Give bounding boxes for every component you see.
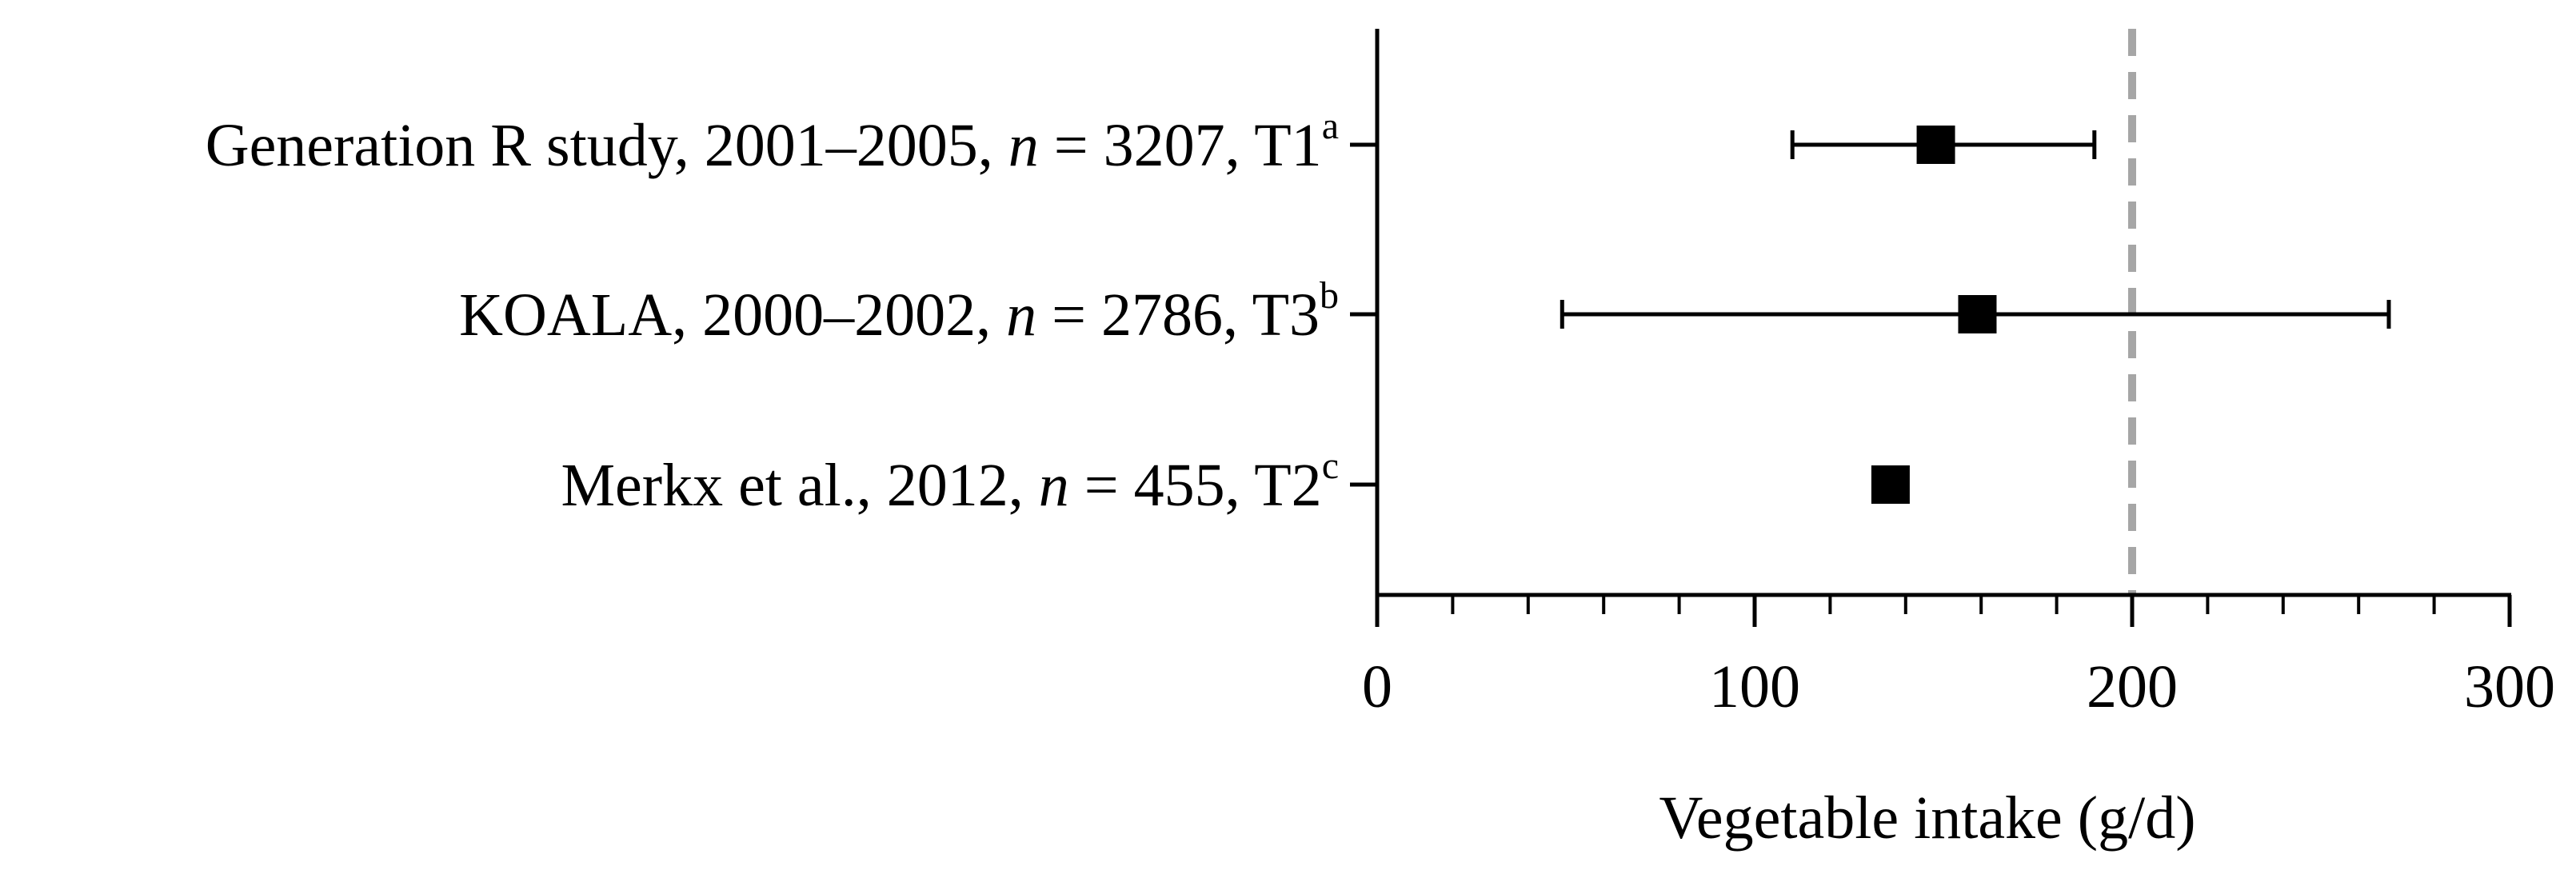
study-label-suffix: = 2786, T3 bbox=[1036, 281, 1320, 349]
study-label: Generation R study, 2001–2005, n = 3207,… bbox=[206, 105, 1339, 179]
x-tick-label: 0 bbox=[1362, 653, 1392, 720]
study-row: KOALA, 2000–2002, n = 2786, T3b bbox=[459, 274, 2391, 349]
study-label-prefix: KOALA, 2000–2002, bbox=[459, 281, 1006, 349]
x-tick-label: 200 bbox=[2087, 653, 2178, 720]
point-estimate-marker bbox=[1958, 295, 1997, 333]
study-row: Merkx et al., 2012, n = 455, T2c bbox=[561, 445, 1910, 519]
point-estimate-marker bbox=[1916, 126, 1955, 164]
study-label-prefix: Merkx et al., 2012, bbox=[561, 452, 1038, 519]
study-label-n: n bbox=[1039, 452, 1069, 519]
study-label-superscript: c bbox=[1322, 445, 1339, 487]
study-rows: Generation R study, 2001–2005, n = 3207,… bbox=[206, 105, 2391, 519]
axes: 0 100 200 300 bbox=[1362, 29, 2555, 720]
x-tick-label: 300 bbox=[2464, 653, 2555, 720]
point-estimate-marker bbox=[1871, 465, 1910, 504]
x-tick-label: 100 bbox=[1709, 653, 1800, 720]
study-label-suffix: = 3207, T1 bbox=[1039, 112, 1322, 179]
study-row: Generation R study, 2001–2005, n = 3207,… bbox=[206, 105, 2097, 179]
study-label: Merkx et al., 2012, n = 455, T2c bbox=[561, 445, 1339, 519]
study-label-prefix: Generation R study, 2001–2005, bbox=[206, 112, 1008, 179]
study-label-n: n bbox=[1006, 281, 1036, 349]
study-label-suffix: = 455, T2 bbox=[1069, 452, 1322, 519]
study-label: KOALA, 2000–2002, n = 2786, T3b bbox=[459, 274, 1339, 349]
study-label-superscript: b bbox=[1320, 274, 1339, 317]
study-label-n: n bbox=[1008, 112, 1039, 179]
x-axis-title: Vegetable intake (g/d) bbox=[1659, 784, 2195, 852]
study-label-superscript: a bbox=[1322, 105, 1339, 147]
